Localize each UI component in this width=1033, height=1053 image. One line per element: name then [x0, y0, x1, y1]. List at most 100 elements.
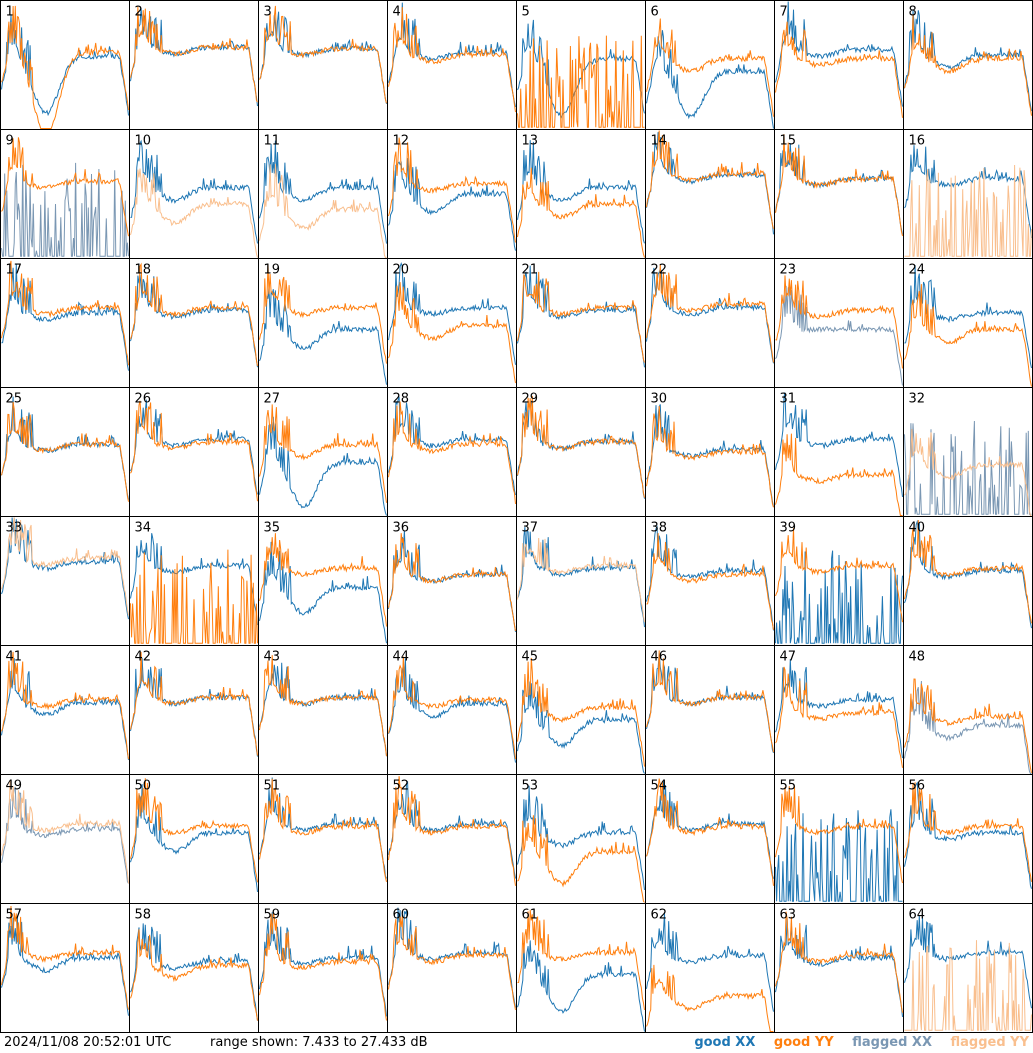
yy-trace	[130, 262, 258, 367]
yy-trace	[259, 912, 387, 1021]
panel-label: 30	[651, 392, 668, 407]
panel-label: 27	[264, 392, 281, 407]
xx-trace	[775, 1, 903, 107]
yy-trace	[904, 14, 1032, 116]
yy-trace	[904, 519, 1032, 624]
panel-20: 20	[387, 258, 517, 388]
panel-frame	[774, 645, 904, 775]
panel-label: 15	[780, 134, 797, 149]
yy-trace	[1, 905, 129, 1010]
yy-trace	[646, 18, 774, 117]
panel-1: 1	[0, 0, 130, 130]
panel-frame	[387, 516, 517, 646]
panel-label: 40	[909, 521, 926, 536]
panel-60: 60	[387, 903, 517, 1033]
panel-label: 36	[393, 521, 410, 536]
panel-frame	[645, 516, 775, 646]
panel-58: 58	[129, 903, 259, 1033]
panel-label: 49	[6, 779, 23, 794]
panel-13: 13	[516, 129, 646, 259]
yy-trace	[388, 137, 516, 243]
yy-trace	[130, 778, 258, 883]
panel-3: 3	[258, 0, 388, 130]
panel-36: 36	[387, 516, 517, 646]
panel-5: 5	[516, 0, 646, 130]
panel-26: 26	[129, 387, 259, 517]
panel-frame	[0, 774, 130, 904]
panel-27: 27	[258, 387, 388, 517]
panel-57: 57	[0, 903, 130, 1033]
panel-9: 9	[0, 129, 130, 259]
panel-label: 16	[909, 134, 926, 149]
panel-frame	[0, 0, 130, 130]
xx-trace	[259, 912, 387, 1017]
panel-37: 37	[516, 516, 646, 646]
panel-frame	[516, 387, 646, 517]
yy-trace	[517, 537, 645, 622]
panel-frame	[774, 0, 904, 130]
panel-label: 37	[522, 521, 539, 536]
panel-frame	[774, 258, 904, 388]
panel-label: 51	[264, 779, 281, 794]
panel-label: 59	[264, 908, 281, 923]
panel-label: 34	[135, 521, 152, 536]
panel-label: 13	[522, 134, 539, 149]
panel-frame	[258, 774, 388, 904]
panel-label: 26	[135, 392, 152, 407]
yy-trace	[130, 400, 258, 502]
yy-trace	[1, 260, 129, 366]
panel-frame	[0, 258, 130, 388]
panel-63: 63	[774, 903, 904, 1033]
panel-label: 55	[780, 779, 797, 794]
yy-trace	[775, 666, 903, 768]
yy-trace	[646, 405, 774, 508]
panel-frame	[129, 387, 259, 517]
yy-trace	[517, 395, 645, 498]
yy-trace	[904, 940, 1032, 1031]
panel-43: 43	[258, 645, 388, 775]
panel-label: 1	[6, 5, 14, 20]
xx-trace	[904, 265, 1032, 369]
panel-28: 28	[387, 387, 517, 517]
yy-trace	[517, 35, 645, 128]
panel-label: 35	[264, 521, 281, 536]
panel-33: 33	[0, 516, 130, 646]
yy-trace	[388, 533, 516, 632]
panel-16: 16	[903, 129, 1033, 259]
yy-trace	[259, 655, 387, 757]
panel-label: 5	[522, 5, 530, 20]
panel-frame	[774, 387, 904, 517]
panel-51: 51	[258, 774, 388, 904]
xx-trace	[1, 162, 129, 257]
xx-trace	[388, 158, 516, 251]
panel-label: 3	[264, 5, 272, 20]
panel-frame	[516, 129, 646, 259]
yy-trace	[775, 275, 903, 369]
yy-trace	[517, 815, 645, 903]
xx-trace	[1, 396, 129, 500]
panel-frame	[387, 129, 517, 259]
panel-label: 48	[909, 650, 926, 665]
panel-label: 38	[651, 521, 668, 536]
yy-trace	[130, 168, 258, 258]
xx-trace	[517, 681, 645, 774]
xx-trace	[517, 785, 645, 890]
panel-frame	[0, 645, 130, 775]
panel-42: 42	[129, 645, 259, 775]
panel-label: 53	[522, 779, 539, 794]
xx-trace	[259, 140, 387, 244]
xx-trace	[646, 132, 774, 235]
panel-56: 56	[903, 774, 1033, 904]
panel-frame	[645, 258, 775, 388]
yy-trace	[646, 264, 774, 363]
xx-trace	[646, 30, 774, 129]
yy-trace	[517, 167, 645, 258]
panel-2: 2	[129, 0, 259, 130]
xx-trace	[388, 262, 516, 365]
yy-trace	[775, 528, 903, 623]
yy-trace	[388, 282, 516, 384]
panel-label: 9	[6, 134, 14, 149]
yy-trace	[775, 433, 903, 516]
panel-41: 41	[0, 645, 130, 775]
